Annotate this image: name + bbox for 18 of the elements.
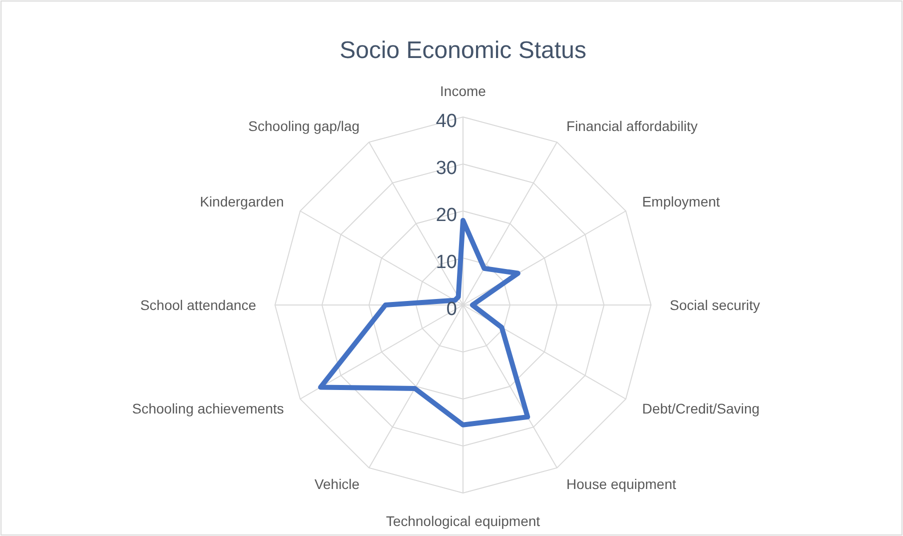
y-tick-label: 10: [436, 252, 457, 273]
y-tick-label: 20: [436, 205, 457, 226]
y-tick-label: 40: [436, 111, 457, 132]
spoke-label: Financial affordability: [566, 118, 698, 134]
y-tick-label: 30: [436, 158, 457, 179]
spoke-label: Debt/Credit/Saving: [642, 400, 760, 416]
spoke-label: Employment: [642, 194, 720, 210]
y-tick-label: 0: [446, 299, 457, 320]
chart-title: Socio Economic Status: [340, 37, 586, 64]
spoke-label: Schooling gap/lag: [248, 118, 360, 134]
spoke-label: Kindergarden: [200, 194, 284, 210]
spoke-label: Income: [440, 83, 486, 100]
spoke-label: Social security: [670, 297, 760, 313]
spoke-label: School attendance: [140, 297, 256, 313]
spoke-label: Technological equipment: [386, 512, 540, 529]
spoke-label: Vehicle: [314, 476, 360, 492]
spoke-label: House equipment: [566, 476, 676, 492]
spoke-label: Schooling achievements: [132, 400, 284, 416]
